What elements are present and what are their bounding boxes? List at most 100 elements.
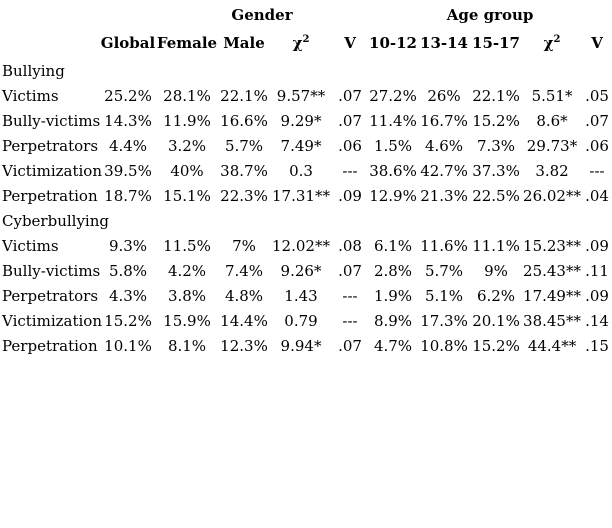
table-cell: 6.2% <box>476 286 516 305</box>
col-header-male: Male <box>223 34 265 52</box>
table-cell: .07 <box>338 86 362 105</box>
col-header-global: Global <box>100 34 156 52</box>
table-cell: 7% <box>232 236 256 255</box>
table-cell: 4.2% <box>167 261 207 280</box>
section-row: Cyberbullying <box>0 208 612 233</box>
table-cell: 15.23** <box>523 236 581 255</box>
table-cell: 21.3% <box>420 186 468 205</box>
table-cell: 20.1% <box>472 311 520 330</box>
table-cell: .07 <box>338 111 362 130</box>
table-cell: 11.6% <box>420 236 468 255</box>
row-label: Victimization <box>2 311 102 330</box>
table-cell: 28.1% <box>163 86 211 105</box>
row-label: Victims <box>2 236 59 255</box>
table-cell: 7.49* <box>280 136 322 155</box>
table-cell <box>470 58 522 83</box>
table-cell <box>522 208 582 233</box>
table-cell: .09 <box>338 186 362 205</box>
row-label: Perpetrators <box>2 286 99 305</box>
data-row: Bully-victims 14.3% 11.9% 16.6% 9.29* .07 11.4… <box>0 108 612 133</box>
table-cell: 15.1% <box>163 186 211 205</box>
chi-symbol: χ <box>292 34 303 52</box>
table-cell: 26% <box>427 86 461 105</box>
table-cell: 1.9% <box>373 286 413 305</box>
table-cell: 15.2% <box>472 336 520 355</box>
table-cell: 37.3% <box>472 161 520 180</box>
table-cell: 5.7% <box>424 261 464 280</box>
table-cell: 3.8% <box>167 286 207 305</box>
row-label: Perpetrators <box>2 136 99 155</box>
group-header-age: Age group <box>446 6 534 24</box>
table-cell: 42.7% <box>420 161 468 180</box>
table-cell: 0.79 <box>284 311 318 330</box>
table-cell: 22.5% <box>472 186 520 205</box>
data-row: Perpetration 18.7% 15.1% 22.3% 17.31** .09 12.… <box>0 183 612 208</box>
chi-exponent: 2 <box>553 34 561 45</box>
table-cell <box>582 208 612 233</box>
group-header-empty <box>0 2 156 28</box>
table-cell: .15 <box>585 336 609 355</box>
row-label: Bully-victims <box>2 261 101 280</box>
table-cell: .07 <box>338 261 362 280</box>
table-cell: 1.5% <box>373 136 413 155</box>
table-cell: 3.82 <box>535 161 569 180</box>
table-cell: 14.4% <box>220 311 268 330</box>
table-cell: 22.3% <box>220 186 268 205</box>
table-cell: 8.6* <box>536 111 568 130</box>
table-cell: 9.57** <box>276 86 326 105</box>
table-cell: 4.8% <box>224 286 264 305</box>
table-cell: 5.51* <box>531 86 573 105</box>
table-cell: 29.73* <box>526 136 578 155</box>
table-cell <box>270 58 332 83</box>
row-label: Victims <box>2 86 59 105</box>
table-cell <box>522 58 582 83</box>
col-header-age-10-12: 10-12 <box>369 34 417 52</box>
table-cell: .07 <box>585 111 609 130</box>
table-cell <box>368 208 418 233</box>
table-cell: 11.4% <box>369 111 417 130</box>
data-row: Victimization 39.5% 40% 38.7% 0.3 --- 38.6% 42.… <box>0 158 612 183</box>
col-header-rowlabel <box>0 28 100 58</box>
table-cell <box>156 208 218 233</box>
section-row: Bullying <box>0 58 612 83</box>
table-cell: 12.9% <box>369 186 417 205</box>
table-cell: --- <box>342 311 358 330</box>
table-cell: --- <box>589 161 605 180</box>
prevalence-table: Gender Age group Global Female Male χ2 V… <box>0 2 612 358</box>
col-header-chi-square-gender: χ2 <box>270 28 332 58</box>
table-cell: 25.2% <box>104 86 152 105</box>
table-cell: --- <box>342 286 358 305</box>
data-row: Perpetrators 4.3% 3.8% 4.8% 1.43 --- 1.9% 5.1% 6… <box>0 283 612 308</box>
table-cell: 12.02** <box>272 236 330 255</box>
table-cell <box>218 208 270 233</box>
table-cell: 18.7% <box>104 186 152 205</box>
chi-exponent: 2 <box>302 34 310 45</box>
table-cell: 17.3% <box>420 311 468 330</box>
table-cell: 15.2% <box>104 311 152 330</box>
table-cell <box>418 58 470 83</box>
table-cell: --- <box>342 161 358 180</box>
data-row: Victimization 15.2% 15.9% 14.4% 0.79 --- 8.9% 1… <box>0 308 612 333</box>
table-cell: 17.31** <box>272 186 330 205</box>
table-cell: 11.5% <box>163 236 211 255</box>
table-cell: 3.2% <box>167 136 207 155</box>
table-cell: 38.6% <box>369 161 417 180</box>
table-cell: .04 <box>585 186 609 205</box>
table-cell: 9.3% <box>108 236 148 255</box>
table-cell: 38.45** <box>523 311 581 330</box>
table-head: Gender Age group Global Female Male χ2 V… <box>0 2 612 58</box>
table-cell: .14 <box>585 311 609 330</box>
table-cell: 0.3 <box>289 161 313 180</box>
col-header-age-15-17: 15-17 <box>472 34 520 52</box>
table-cell: 8.1% <box>167 336 207 355</box>
table-cell: 25.43** <box>523 261 581 280</box>
table-body: Bullying Victims 25.2% 28.1% 22.1% 9.57** .07 2… <box>0 58 612 358</box>
table-cell: 5.7% <box>224 136 264 155</box>
table-cell: 9.94* <box>280 336 322 355</box>
table-cell <box>218 58 270 83</box>
col-header-female: Female <box>156 34 218 52</box>
table-cell: 5.8% <box>108 261 148 280</box>
table-cell: 16.7% <box>420 111 468 130</box>
table-cell: 10.1% <box>104 336 152 355</box>
table-cell: 2.8% <box>373 261 413 280</box>
